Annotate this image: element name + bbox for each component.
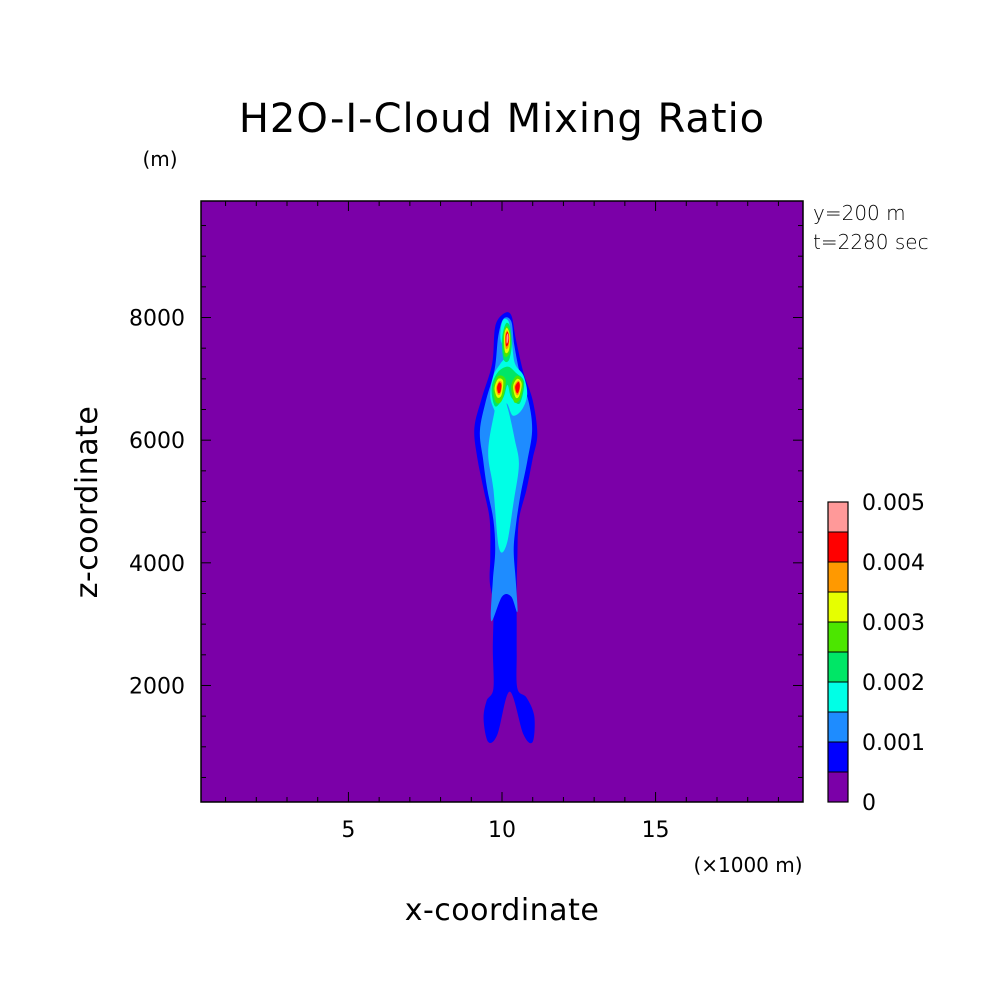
y-unit-label: (m) — [142, 147, 177, 171]
time-annotation: t=2280 sec — [813, 230, 929, 254]
colorbar-band-5 — [828, 622, 848, 652]
x-unit-label: (×1000 m) — [693, 853, 802, 877]
slice-annotation: y=200 m — [813, 201, 906, 225]
colorbar-label: 0 — [862, 791, 876, 816]
colorbar-label: 0.001 — [862, 731, 925, 756]
colorbar-label: 0.005 — [862, 491, 925, 516]
y-axis-label: z-coordinate — [70, 406, 105, 599]
colorbar-band-2 — [828, 712, 848, 742]
x-tick-label: 10 — [488, 818, 516, 843]
contour-region-2 — [488, 387, 519, 553]
contour-region-15 — [497, 382, 502, 394]
x-axis-label: x-coordinate — [405, 893, 600, 928]
colorbar-band-0 — [828, 772, 848, 802]
x-tick-label: 5 — [341, 818, 355, 843]
colorbar-label: 0.004 — [862, 551, 925, 576]
colorbar: 0 0.001 0.002 0.003 0.004 0.005 — [827, 491, 925, 816]
y-tick-label: 4000 — [129, 552, 185, 577]
x-tick-label: 15 — [642, 818, 670, 843]
colorbar-band-9 — [828, 502, 848, 532]
colorbar-band-3 — [828, 682, 848, 712]
chart-title: H2O-I-Cloud Mixing Ratio — [239, 96, 765, 142]
colorbar-label: 0.003 — [862, 611, 925, 636]
y-tick-label: 2000 — [129, 674, 185, 699]
colorbar-frame — [827, 501, 849, 803]
colorbar-band-6 — [828, 592, 848, 622]
colorbar-band-8 — [828, 532, 848, 562]
contour-region-16 — [515, 381, 520, 394]
y-axis-ticks: 2000 4000 6000 8000 — [129, 225, 803, 778]
y-tick-label: 8000 — [129, 307, 185, 332]
y-tick-label: 6000 — [129, 429, 185, 454]
x-axis-ticks: 5 10 15 — [225, 201, 779, 843]
colorbar-band-7 — [828, 562, 848, 592]
colorbar-band-1 — [828, 742, 848, 772]
colorbar-label: 0.002 — [862, 671, 925, 696]
colorbar-band-4 — [828, 652, 848, 682]
plot-area — [200, 200, 804, 803]
contour-region-18 — [506, 333, 509, 344]
